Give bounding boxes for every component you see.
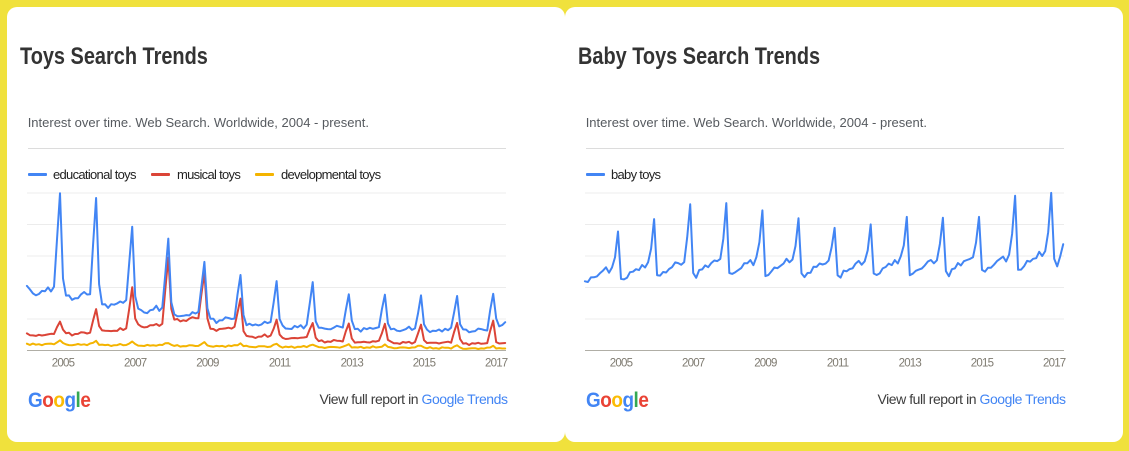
svg-text:2011: 2011 (269, 357, 291, 369)
svg-text:2017: 2017 (485, 357, 508, 369)
svg-text:2005: 2005 (52, 357, 75, 369)
svg-text:2017: 2017 (1043, 357, 1066, 369)
svg-text:2013: 2013 (899, 357, 922, 369)
svg-text:2009: 2009 (754, 357, 777, 369)
svg-text:2011: 2011 (827, 357, 849, 369)
svg-text:2015: 2015 (413, 357, 436, 369)
svg-text:2015: 2015 (971, 357, 994, 369)
svg-text:2009: 2009 (196, 357, 219, 369)
svg-text:2005: 2005 (610, 357, 633, 369)
svg-text:2013: 2013 (341, 357, 364, 369)
svg-text:2007: 2007 (682, 357, 705, 369)
svg-text:2007: 2007 (124, 357, 147, 369)
